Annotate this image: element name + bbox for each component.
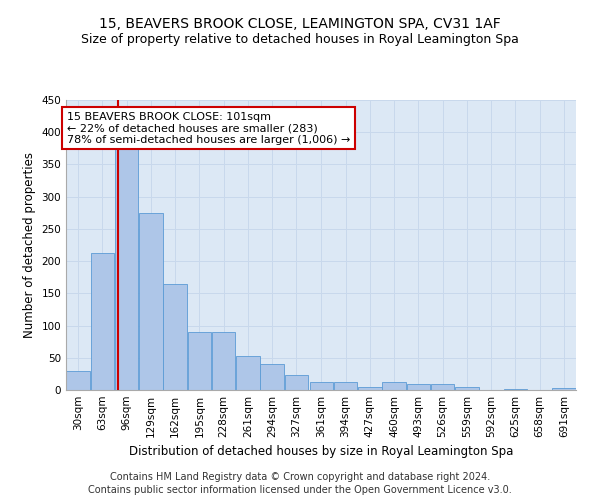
Text: Contains HM Land Registry data © Crown copyright and database right 2024.: Contains HM Land Registry data © Crown c… — [110, 472, 490, 482]
X-axis label: Distribution of detached houses by size in Royal Leamington Spa: Distribution of detached houses by size … — [129, 446, 513, 458]
Bar — [455, 388, 479, 390]
Bar — [382, 382, 406, 390]
Bar — [284, 375, 308, 390]
Bar — [552, 388, 575, 390]
Bar — [67, 370, 90, 390]
Bar — [407, 384, 430, 390]
Text: Contains public sector information licensed under the Open Government Licence v3: Contains public sector information licen… — [88, 485, 512, 495]
Bar — [503, 388, 527, 390]
Bar — [334, 382, 358, 390]
Text: 15, BEAVERS BROOK CLOSE, LEAMINGTON SPA, CV31 1AF: 15, BEAVERS BROOK CLOSE, LEAMINGTON SPA,… — [99, 18, 501, 32]
Bar — [236, 356, 260, 390]
Bar — [310, 382, 333, 390]
Bar — [188, 332, 211, 390]
Bar — [431, 384, 454, 390]
Bar — [115, 146, 139, 390]
Bar — [260, 364, 284, 390]
Bar — [212, 332, 235, 390]
Bar — [163, 284, 187, 390]
Bar — [91, 254, 114, 390]
Text: 15 BEAVERS BROOK CLOSE: 101sqm
← 22% of detached houses are smaller (283)
78% of: 15 BEAVERS BROOK CLOSE: 101sqm ← 22% of … — [67, 112, 350, 145]
Bar — [139, 213, 163, 390]
Text: Size of property relative to detached houses in Royal Leamington Spa: Size of property relative to detached ho… — [81, 32, 519, 46]
Y-axis label: Number of detached properties: Number of detached properties — [23, 152, 36, 338]
Bar — [358, 387, 382, 390]
